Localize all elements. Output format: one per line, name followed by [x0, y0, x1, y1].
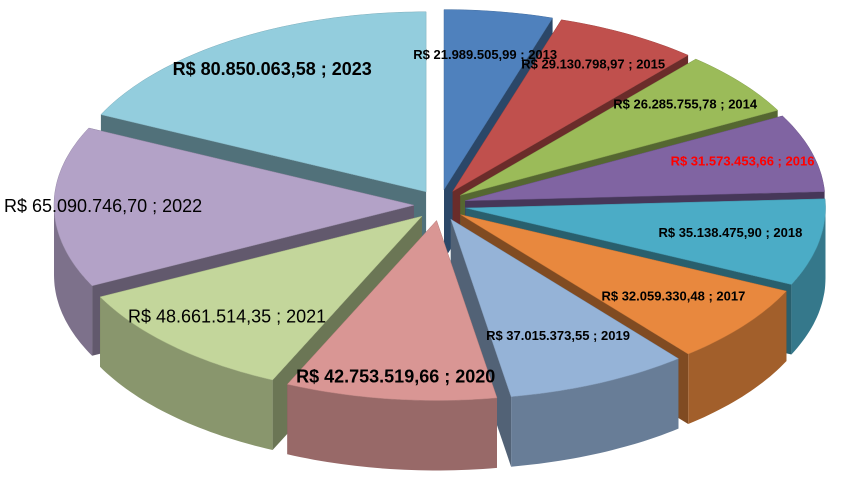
label-separator: ;: [774, 154, 786, 169]
category-label: 2021: [286, 306, 326, 326]
slice: [450, 218, 679, 467]
label-separator: ;: [517, 48, 529, 63]
label-separator: ;: [762, 225, 774, 240]
data-label: R$ 65.090.746,70 ; 2022: [4, 196, 202, 216]
slice-top: [100, 11, 427, 193]
category-label: 2013: [528, 48, 557, 63]
category-label: 2023: [332, 59, 372, 79]
value-label: R$ 31.573.453,66: [671, 154, 774, 169]
category-label: 2022: [162, 196, 202, 216]
slice-top: [460, 214, 787, 355]
value-label: R$ 37.015.373,55: [486, 329, 589, 344]
slice-top: [53, 127, 415, 287]
slice-top: [452, 19, 689, 192]
category-label: 2019: [601, 329, 630, 344]
label-separator: ;: [589, 329, 601, 344]
label-separator: ;: [717, 97, 729, 112]
label-separator: ;: [439, 366, 455, 386]
value-label: R$ 65.090.746,70: [4, 196, 147, 216]
label-separator: ;: [316, 59, 332, 79]
slice-wall: [791, 208, 826, 355]
slice-wall: [511, 358, 679, 467]
slice-top: [460, 58, 779, 196]
value-label: R$ 48.661.514,35: [128, 306, 271, 326]
data-label: R$ 31.573.453,66 ; 2016: [671, 154, 815, 169]
data-label: R$ 32.059.330,48 ; 2017: [601, 289, 745, 304]
slice-wall: [688, 291, 787, 424]
category-label: 2016: [786, 154, 815, 169]
label-separator: ;: [147, 196, 162, 216]
slices: [53, 9, 826, 471]
data-label: R$ 48.661.514,35 ; 2021: [128, 306, 326, 326]
label-separator: ;: [271, 306, 286, 326]
value-label: R$ 26.285.755,78: [613, 97, 716, 112]
slice-top: [450, 218, 679, 397]
slice-top: [464, 115, 825, 202]
value-label: R$ 80.850.063,58: [173, 59, 316, 79]
label-separator: ;: [625, 57, 637, 72]
slice-top: [465, 198, 826, 285]
value-label: R$ 32.059.330,48: [601, 289, 704, 304]
value-label: R$ 42.753.519,66: [296, 366, 439, 386]
data-label: R$ 37.015.373,55 ; 2019: [486, 329, 630, 344]
data-label: R$ 26.285.755,78 ; 2014: [613, 97, 758, 112]
slice-top: [443, 9, 554, 191]
slice-wall: [54, 205, 93, 356]
value-label: R$ 35.138.475,90: [658, 225, 761, 240]
category-label: 2015: [636, 57, 665, 72]
data-label: R$ 42.753.519,66 ; 2020: [296, 366, 495, 386]
value-label: R$ 21.989.505,99: [413, 48, 516, 63]
data-label: R$ 80.850.063,58 ; 2023: [173, 59, 372, 79]
data-label: R$ 29.130.798,97 ; 2015: [521, 57, 665, 72]
slice-top: [286, 220, 498, 401]
slice-wall: [100, 296, 273, 450]
category-label: 2017: [716, 289, 745, 304]
category-label: 2020: [455, 366, 495, 386]
slice-wall: [287, 384, 497, 471]
slice-top: [99, 215, 423, 381]
slice: [286, 220, 498, 471]
data-label: R$ 21.989.505,99 ; 2013: [413, 48, 557, 63]
label-separator: ;: [705, 289, 717, 304]
data-label: R$ 35.138.475,90 ; 2018: [658, 225, 802, 240]
category-label: 2014: [728, 97, 758, 112]
value-label: R$ 29.130.798,97: [521, 57, 624, 72]
category-label: 2018: [773, 225, 802, 240]
